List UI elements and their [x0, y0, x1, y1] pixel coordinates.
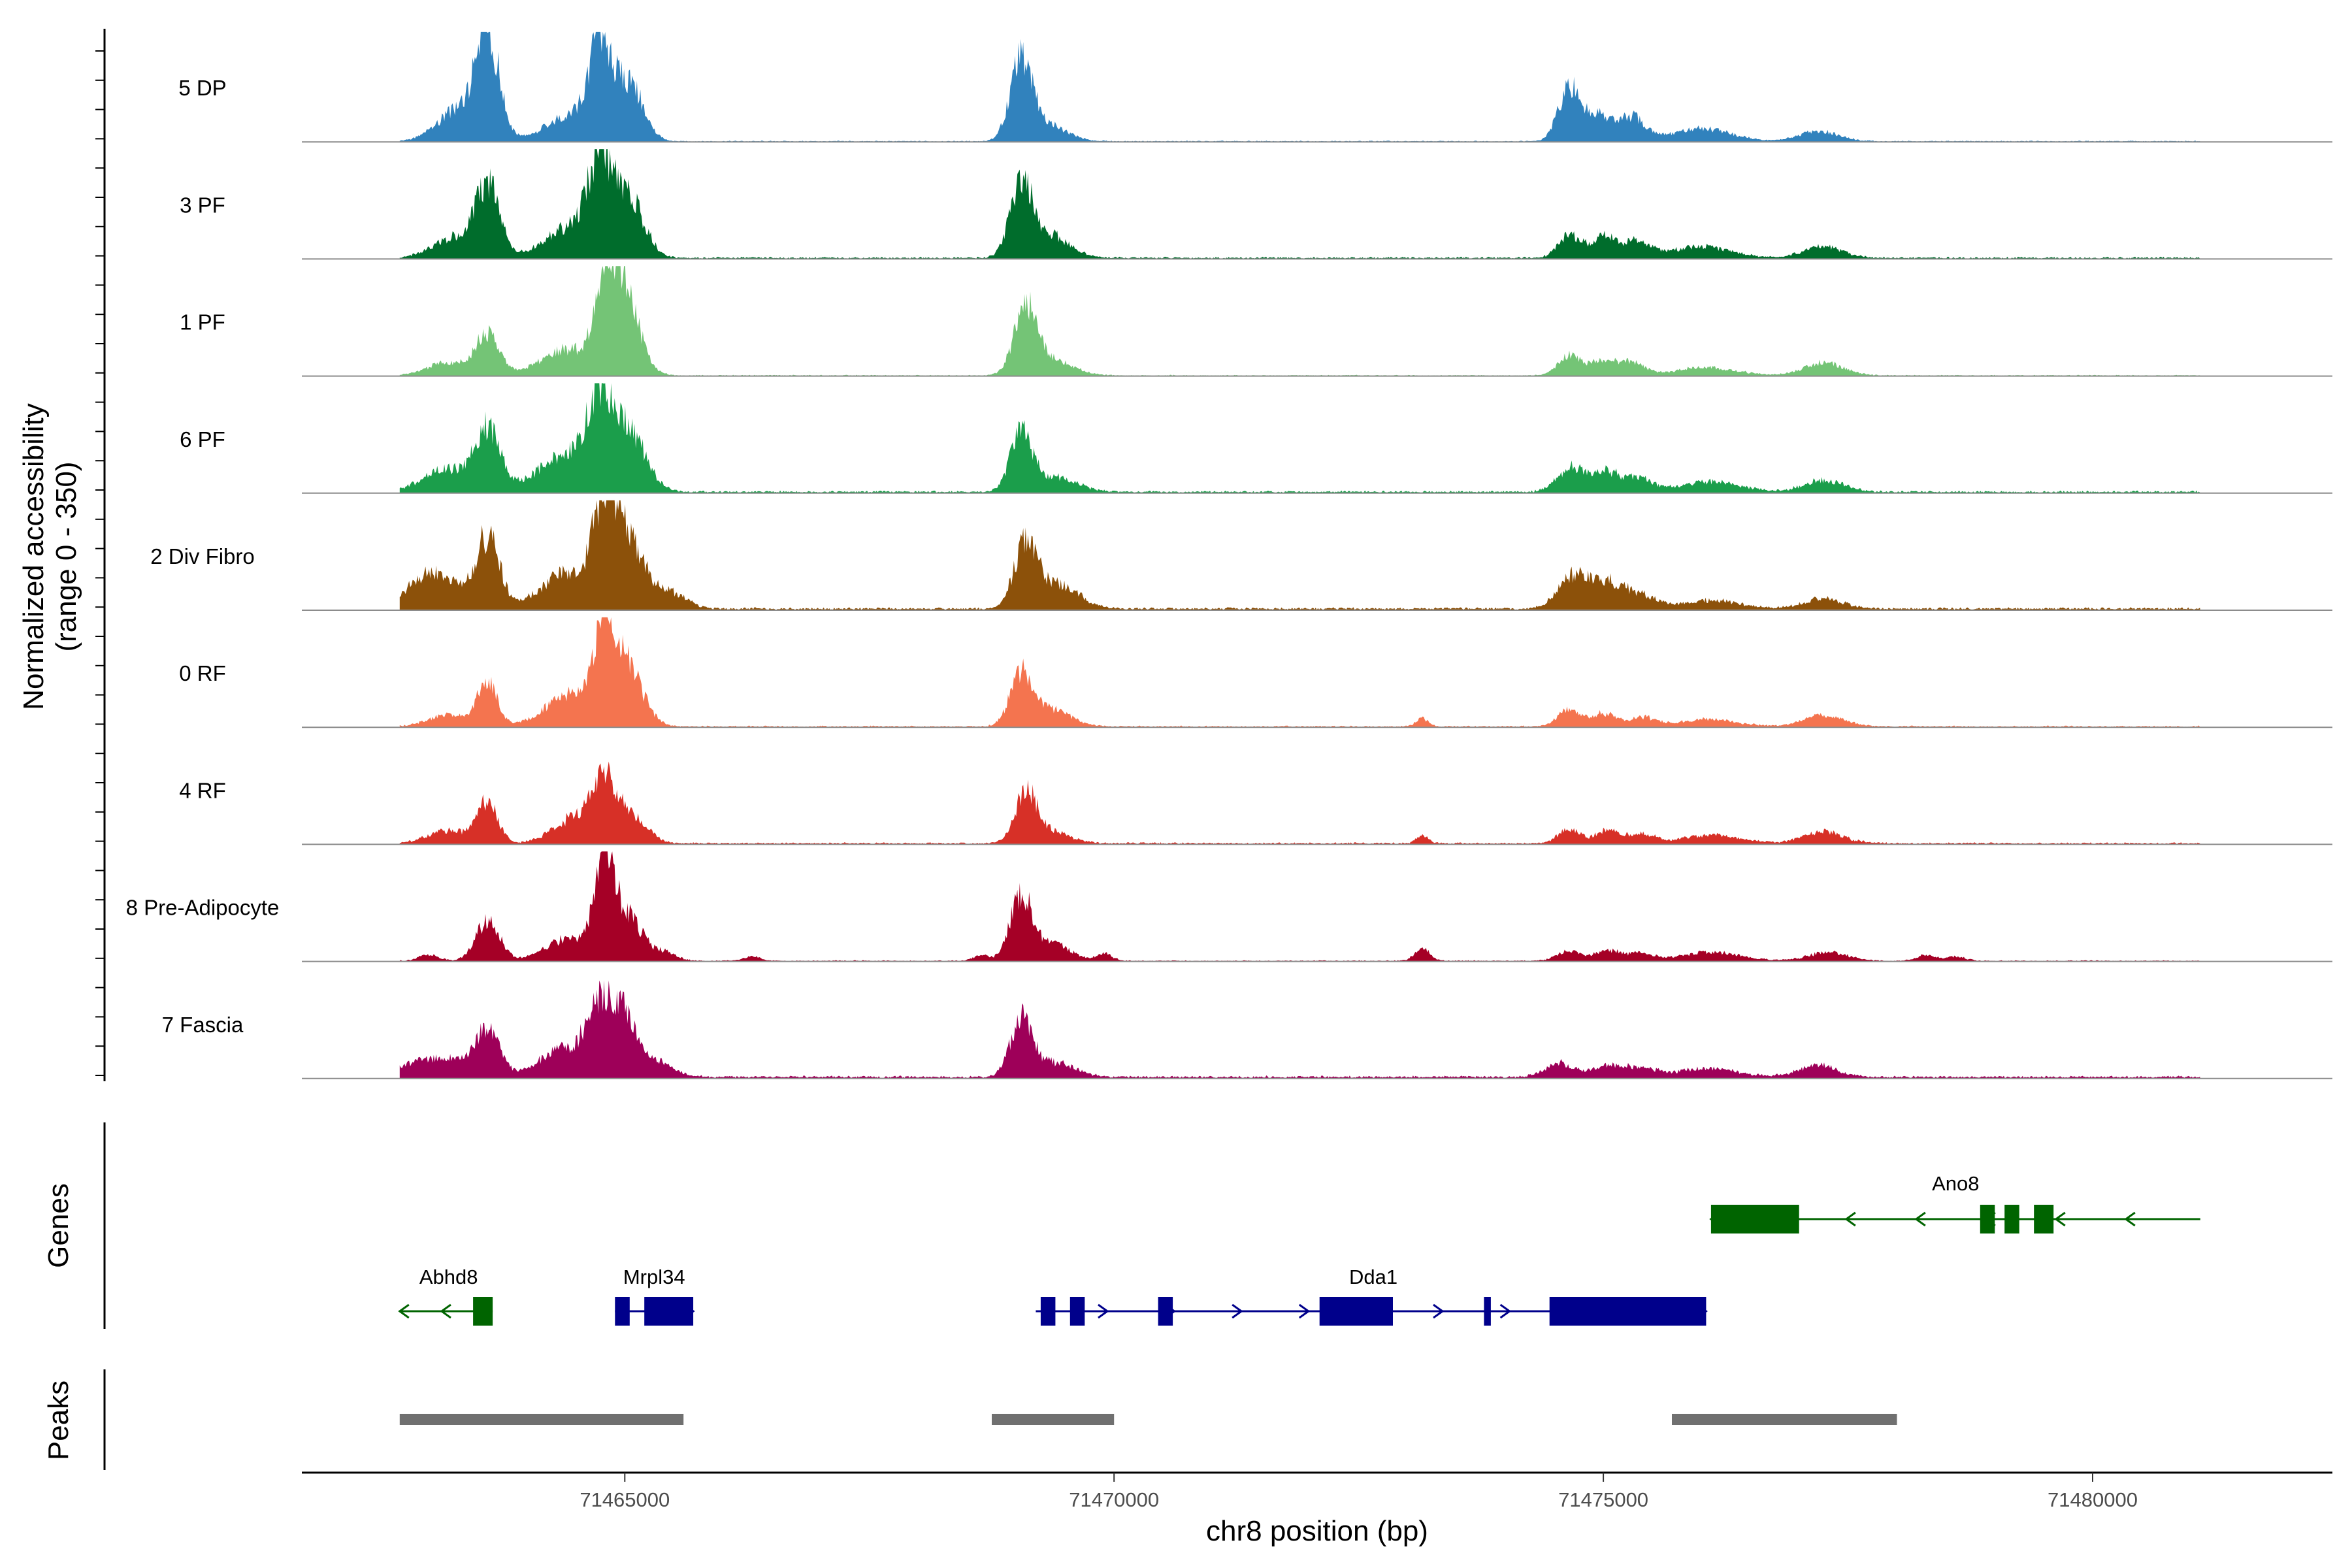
gene-exon — [2034, 1205, 2054, 1233]
strand-arrow — [1499, 1303, 1512, 1319]
coverage-area — [399, 266, 2200, 376]
track-0-rf: 0 RF — [179, 617, 2332, 728]
track-2-div-fibro: 2 Div Fibro — [150, 500, 2332, 611]
gene-exon — [1484, 1297, 1491, 1326]
x-tick-label: 71480000 — [2048, 1488, 2138, 1511]
strand-arrow — [1844, 1211, 1856, 1227]
gene-exon — [2004, 1205, 2019, 1233]
track-label: 5 DP — [178, 76, 226, 100]
peak-region — [1672, 1414, 1897, 1425]
strand-arrow — [1914, 1211, 1926, 1227]
gene-exon — [1158, 1297, 1173, 1326]
track-label: 7 Fascia — [162, 1013, 244, 1037]
track-label: 0 RF — [179, 661, 226, 685]
peaks-panel: Peaks — [42, 1369, 1897, 1470]
coverage-area — [399, 31, 2200, 142]
x-axis-ticks: 71465000 71470000 71475000 71480000 — [580, 1473, 2138, 1511]
left-axis — [95, 29, 106, 1081]
x-tick-label: 71475000 — [1558, 1488, 1648, 1511]
coverage-area — [399, 617, 2200, 728]
gene-label: Ano8 — [1932, 1172, 1979, 1195]
track-6-pf: 6 PF — [180, 383, 2332, 494]
peak-region — [992, 1414, 1115, 1425]
gene-dda1: Dda1 — [1036, 1266, 1708, 1326]
track-1-pf: 1 PF — [180, 266, 2332, 377]
strand-arrow — [440, 1303, 451, 1319]
y-axis-title-line1: Normalized accessibility — [18, 403, 50, 710]
track-label: 4 RF — [179, 778, 226, 802]
track-label: 2 Div Fibro — [150, 544, 255, 568]
strand-arrow — [1098, 1303, 1109, 1319]
track-label: 1 PF — [180, 310, 225, 335]
coverage-area — [399, 149, 2200, 259]
gene-mrpl34: Mrpl34 — [615, 1266, 695, 1326]
strand-arrow — [398, 1303, 410, 1319]
coverage-area — [399, 761, 2200, 845]
gene-abhd8: Abhd8 — [398, 1266, 493, 1326]
x-tick-label: 71470000 — [1069, 1488, 1159, 1511]
peak-region — [399, 1414, 684, 1425]
gene-exon — [1549, 1297, 1707, 1326]
gene-label: Abhd8 — [419, 1266, 478, 1288]
strand-arrow — [1298, 1303, 1311, 1319]
y-axis-title-line2: (range 0 - 350) — [50, 461, 82, 651]
track-label: 8 Pre-Adipocyte — [126, 896, 280, 920]
track-7-fascia: 7 Fascia — [162, 980, 2332, 1079]
peaks-panel-title: Peaks — [42, 1380, 74, 1460]
gene-exon — [1070, 1297, 1085, 1326]
strand-arrow — [2124, 1211, 2136, 1227]
coverage-area — [399, 500, 2200, 610]
gene-exon — [1040, 1297, 1056, 1326]
x-axis-title: chr8 position (bp) — [1206, 1515, 1428, 1547]
genes-panel: Genes Abhd8 Mrpl34 Dda1 Ano8 — [42, 1122, 2200, 1329]
gene-exon — [1980, 1205, 1995, 1233]
track-label: 3 PF — [180, 193, 225, 217]
track-label: 6 PF — [180, 427, 225, 451]
gene-exon — [644, 1297, 694, 1326]
gene-label: Dda1 — [1349, 1266, 1397, 1288]
coverage-area — [399, 383, 2200, 493]
gene-exon — [1319, 1297, 1393, 1326]
track-4-rf: 4 RF — [179, 761, 2332, 845]
gene-models: Abhd8 Mrpl34 Dda1 Ano8 — [398, 1172, 2200, 1326]
gene-ano8: Ano8 — [1709, 1172, 2200, 1233]
strand-arrow — [1433, 1303, 1445, 1319]
peak-regions — [399, 1414, 1897, 1425]
coverage-area — [399, 980, 2200, 1079]
strand-arrow — [2054, 1211, 2066, 1227]
track-8-pre-adipocyte: 8 Pre-Adipocyte — [126, 851, 2332, 962]
y-axis-title: Normalized accessibility (range 0 - 350) — [18, 403, 82, 710]
genes-panel-title: Genes — [42, 1183, 74, 1268]
x-tick-label: 71465000 — [580, 1488, 670, 1511]
track-3-pf: 3 PF — [180, 149, 2332, 260]
gene-exon — [615, 1297, 630, 1326]
gene-exon — [473, 1297, 493, 1326]
track-5-dp: 5 DP — [178, 31, 2332, 143]
gene-label: Mrpl34 — [623, 1266, 685, 1288]
gene-exon — [1710, 1205, 1799, 1233]
coverage-tracks: 5 DP 3 PF 1 PF 6 PF 2 Div Fibro 0 RF 4 RF 8 Pre… — [126, 31, 2332, 1079]
coverage-area — [399, 851, 2200, 962]
strand-arrow — [1232, 1303, 1243, 1319]
x-axis: 71465000 71470000 71475000 71480000 chr8 po… — [302, 1471, 2332, 1547]
